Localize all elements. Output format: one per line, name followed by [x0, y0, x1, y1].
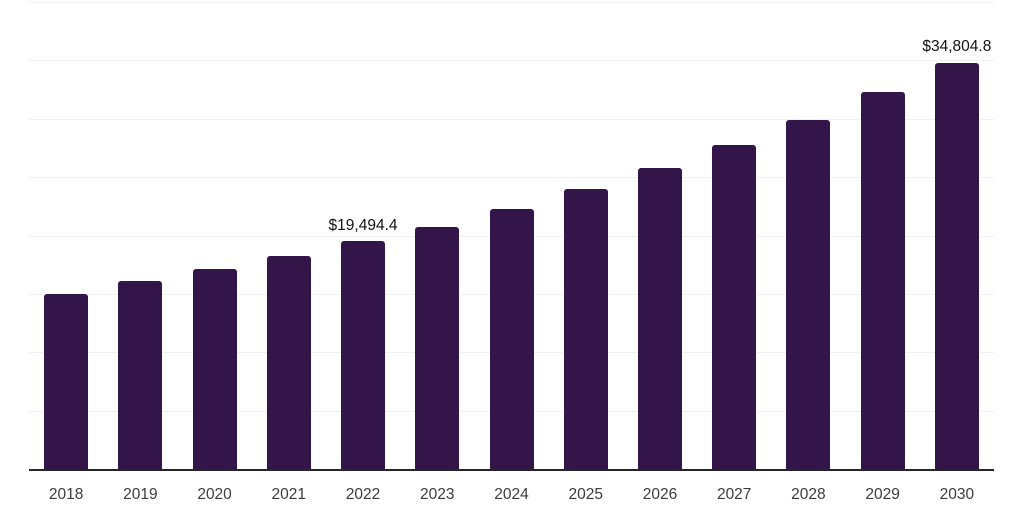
x-axis-label-2025: 2025: [568, 486, 603, 503]
bar-2023: [415, 226, 460, 469]
bar-2022: [341, 241, 386, 469]
x-axis-label-2021: 2021: [271, 486, 307, 503]
bar-2020: [192, 269, 237, 469]
x-axis-label-2024: 2024: [494, 486, 529, 503]
x-axis-label-2023: 2023: [420, 486, 455, 503]
x-axis-label-2020: 2020: [197, 486, 232, 503]
bar-2018: [44, 293, 89, 469]
x-axis-label-2030: 2030: [939, 486, 975, 503]
x-axis: 2018 2019 2020 2021 2022 2023 2024 2025 2026 2027…: [29, 483, 994, 507]
bar-2030: [934, 62, 979, 469]
x-axis-label-2018: 2018: [48, 486, 84, 503]
plot-area: $19,494.4 $34,804.8: [29, 2, 994, 471]
bar-2026: [637, 167, 682, 469]
bar-2021: [266, 255, 311, 469]
bar-2024: [489, 208, 534, 469]
x-axis-label-2022: 2022: [345, 486, 381, 503]
x-axis-label-2028: 2028: [791, 486, 826, 503]
bar-2025: [563, 189, 608, 469]
gridline: [29, 2, 994, 3]
bar-2029: [860, 91, 905, 469]
x-axis-label-2019: 2019: [123, 486, 158, 503]
gridline: [29, 118, 994, 120]
x-axis-label-2029: 2029: [865, 486, 900, 503]
x-axis-label-2027: 2027: [716, 486, 752, 503]
bar-value-label-2022: $19,494.4: [328, 216, 398, 234]
gridline: [29, 60, 994, 62]
gridline: [29, 177, 994, 179]
bar-2019: [118, 280, 163, 469]
bar-2027: [712, 145, 757, 469]
bar-2028: [786, 119, 831, 469]
x-axis-label-2026: 2026: [642, 486, 678, 503]
bar-value-label-2030: $34,804.8: [922, 38, 992, 56]
